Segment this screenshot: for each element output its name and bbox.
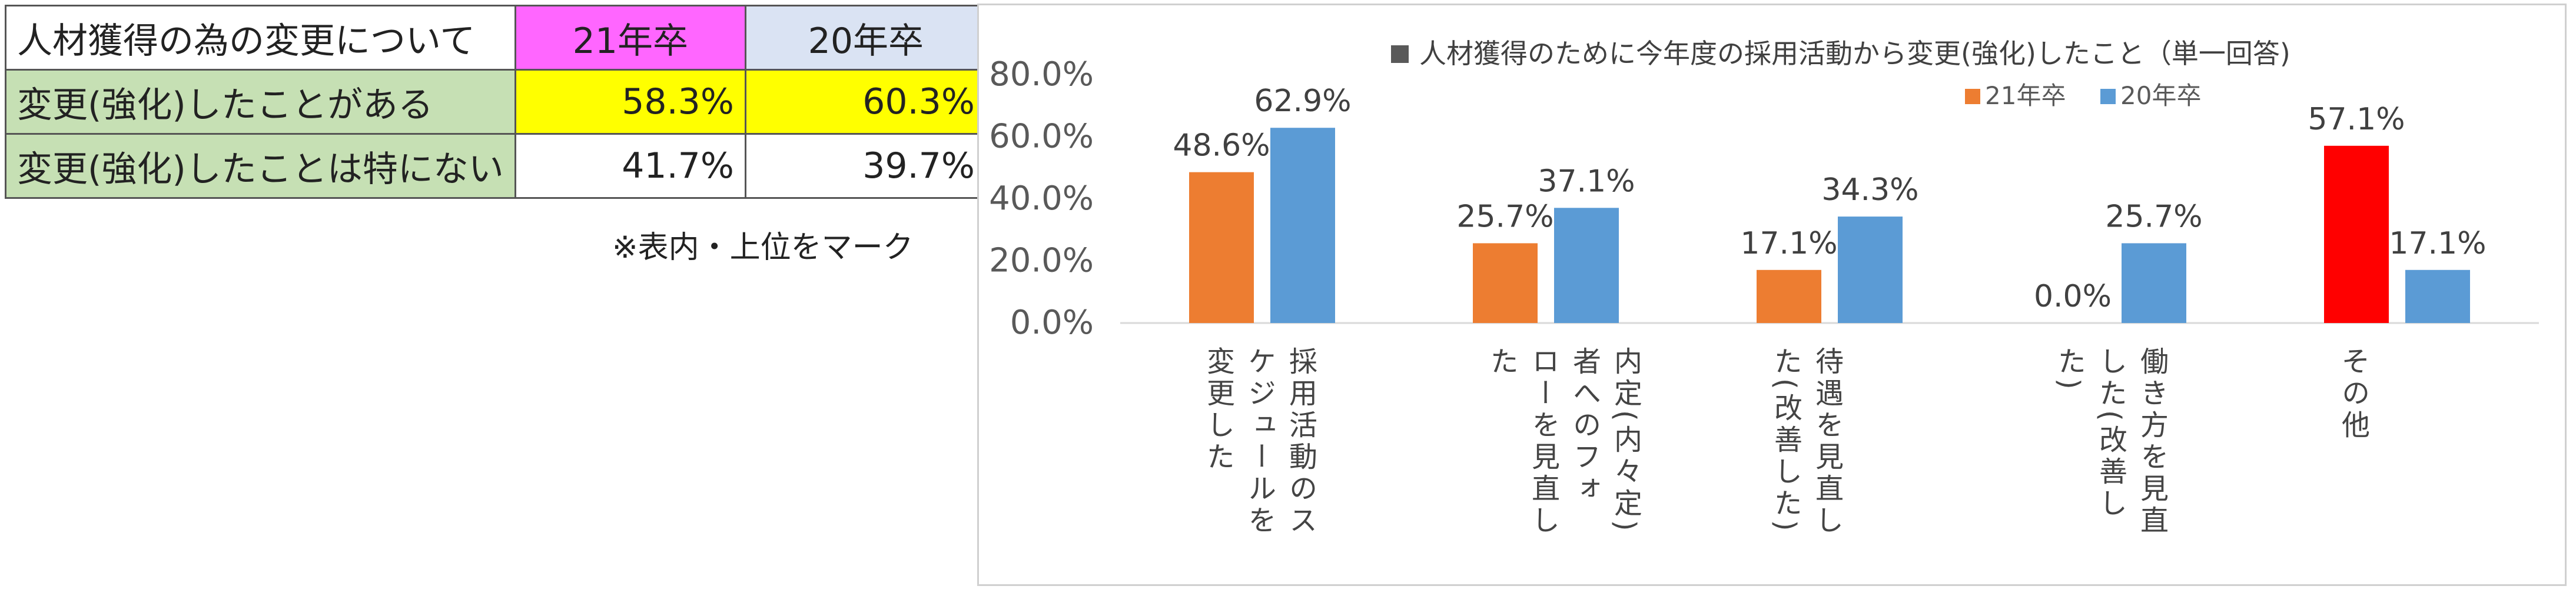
data-label: 57.1% [2308, 102, 2405, 137]
bar [1189, 172, 1254, 323]
table-header-row: 人材獲得の為の変更について 21年卒 20年卒 [5, 5, 987, 71]
table-cell-21: 41.7% [514, 133, 746, 199]
table-row: 変更(強化)したことは特にない 41.7% 39.7% [5, 133, 987, 199]
data-label: 34.3% [1821, 172, 1918, 208]
bar [1838, 217, 1903, 323]
data-label: 0.0% [2034, 279, 2112, 314]
bar [1757, 269, 1821, 323]
table-cell-21: 58.3% [514, 69, 746, 135]
data-label: 25.7% [1456, 199, 1553, 234]
chart-title: 人材獲得のために今年度の採用活動から変更(強化)したこと（単一回答) [1419, 38, 2290, 69]
y-tick-label: 80.0% [989, 55, 1094, 94]
title-marker [1391, 45, 1409, 63]
bar [1554, 208, 1619, 323]
data-label: 17.1% [1740, 226, 1837, 261]
table-row-label: 変更(強化)したことがある [5, 69, 516, 135]
bar [2122, 243, 2186, 323]
y-tick-label: 20.0% [989, 242, 1094, 280]
data-label: 62.9% [1254, 84, 1351, 119]
bar-chart: 人材獲得のために今年度の採用活動から変更(強化)したこと（単一回答) 0.0% 20… [977, 4, 2567, 586]
data-label: 17.1% [2389, 226, 2486, 261]
y-tick-label: 60.0% [989, 118, 1094, 156]
summary-table: 人材獲得の為の変更について 21年卒 20年卒 変更(強化)したことがある 58… [5, 5, 987, 199]
x-tick-label: その他 [2336, 347, 2369, 442]
bar [2405, 269, 2470, 323]
table-header-label: 人材獲得の為の変更について [5, 5, 516, 71]
bar [1270, 128, 1335, 323]
x-tick-label: 待遇を見直し た(改善した) [1769, 347, 1843, 537]
table-row-label: 変更(強化)したことは特にない [5, 133, 516, 199]
x-tick-label: 内定(内々定) 者へのフォ ローを見直し た [1485, 347, 1642, 537]
table-cell-20: 60.3% [744, 69, 987, 135]
legend-swatch [1965, 89, 1980, 104]
x-tick-label: 働き方を見直 した(改善し た) [2053, 347, 2168, 537]
chart-canvas: 人材獲得のために今年度の採用活動から変更(強化)したこと（単一回答) 0.0% 20… [989, 38, 2539, 342]
data-label: 25.7% [2105, 199, 2202, 234]
x-tick-label: 採用活動のス ケジュールを 変更した [1201, 347, 1317, 537]
y-tick-label: 0.0% [1010, 304, 1094, 342]
table-note: ※表内・上位をマーク [612, 230, 914, 265]
table-header-21: 21年卒 [514, 5, 746, 71]
table-cell-20: 39.7% [744, 133, 987, 199]
table-header-20: 20年卒 [744, 5, 987, 71]
y-tick-label: 40.0% [989, 179, 1094, 218]
data-label: 48.6% [1173, 128, 1270, 164]
legend-label: 21年卒 [1985, 81, 2066, 110]
table-row: 変更(強化)したことがある 58.3% 60.3% [5, 69, 987, 135]
bar [2324, 145, 2389, 324]
data-label: 37.1% [1538, 164, 1635, 199]
legend-label: 20年卒 [2120, 81, 2201, 110]
legend-swatch [2100, 89, 2116, 104]
bar [1473, 243, 1538, 323]
